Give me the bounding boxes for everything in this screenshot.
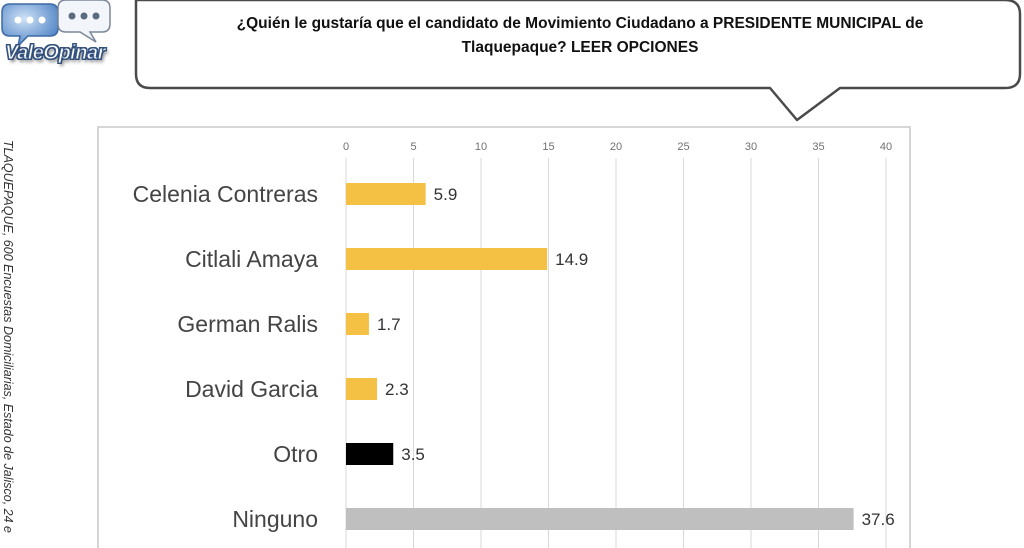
tick-label: 35 — [812, 141, 824, 153]
tick-label: 20 — [610, 141, 622, 153]
tick-labels: 0 5 10 15 20 25 30 35 40 — [343, 141, 892, 153]
logo-text: ValeOpinar — [5, 42, 106, 65]
bar — [346, 183, 426, 205]
category-labels: Celenia Contreras Citlali Amaya German Ral… — [133, 181, 319, 532]
tick-label: 25 — [677, 141, 689, 153]
value-labels: 5.9 14.9 1.7 2.3 3.5 37.6 — [377, 185, 895, 529]
value-label: 37.6 — [862, 510, 895, 529]
tick-label: 40 — [880, 141, 892, 153]
speech-bubbles-icon — [1, 0, 111, 49]
category-label: Citlali Amaya — [185, 246, 318, 272]
bar — [346, 443, 394, 465]
bar — [346, 508, 854, 530]
category-label: Celenia Contreras — [133, 181, 318, 207]
question-line-1: ¿Quién le gustaría que el candidato de M… — [236, 15, 924, 32]
side-note: TLAQUEPAQUE, 600 Encuestas Domiciliarias… — [1, 140, 15, 548]
tick-label: 10 — [475, 141, 487, 153]
category-label: German Ralis — [177, 311, 318, 337]
bar — [346, 248, 548, 270]
category-label: David Garcia — [185, 376, 318, 402]
question-text: ¿Quién le gustaría que el candidato de M… — [165, 12, 995, 60]
value-label: 1.7 — [377, 315, 401, 334]
category-label: Ninguno — [232, 506, 318, 532]
question-bubble — [134, 0, 1022, 122]
bar — [346, 313, 369, 335]
tick-label: 5 — [410, 141, 416, 153]
question-line-2: Tlaquepaque? LEER OPCIONES — [461, 39, 699, 56]
category-label: Otro — [273, 441, 318, 467]
side-note-text: TLAQUEPAQUE, 600 Encuestas Domiciliarias… — [1, 140, 15, 533]
value-label: 3.5 — [401, 445, 425, 464]
chart-frame — [97, 126, 911, 548]
tick-label: 15 — [542, 141, 554, 153]
gridlines — [345, 158, 887, 548]
value-label: 5.9 — [434, 185, 458, 204]
tick-label: 30 — [745, 141, 757, 153]
bar — [346, 378, 378, 400]
tick-label: 0 — [343, 141, 349, 153]
value-label: 14.9 — [555, 250, 588, 269]
bars — [346, 183, 854, 530]
valeopinar-logo: ValeOpinar — [0, 0, 130, 72]
value-label: 2.3 — [385, 380, 409, 399]
